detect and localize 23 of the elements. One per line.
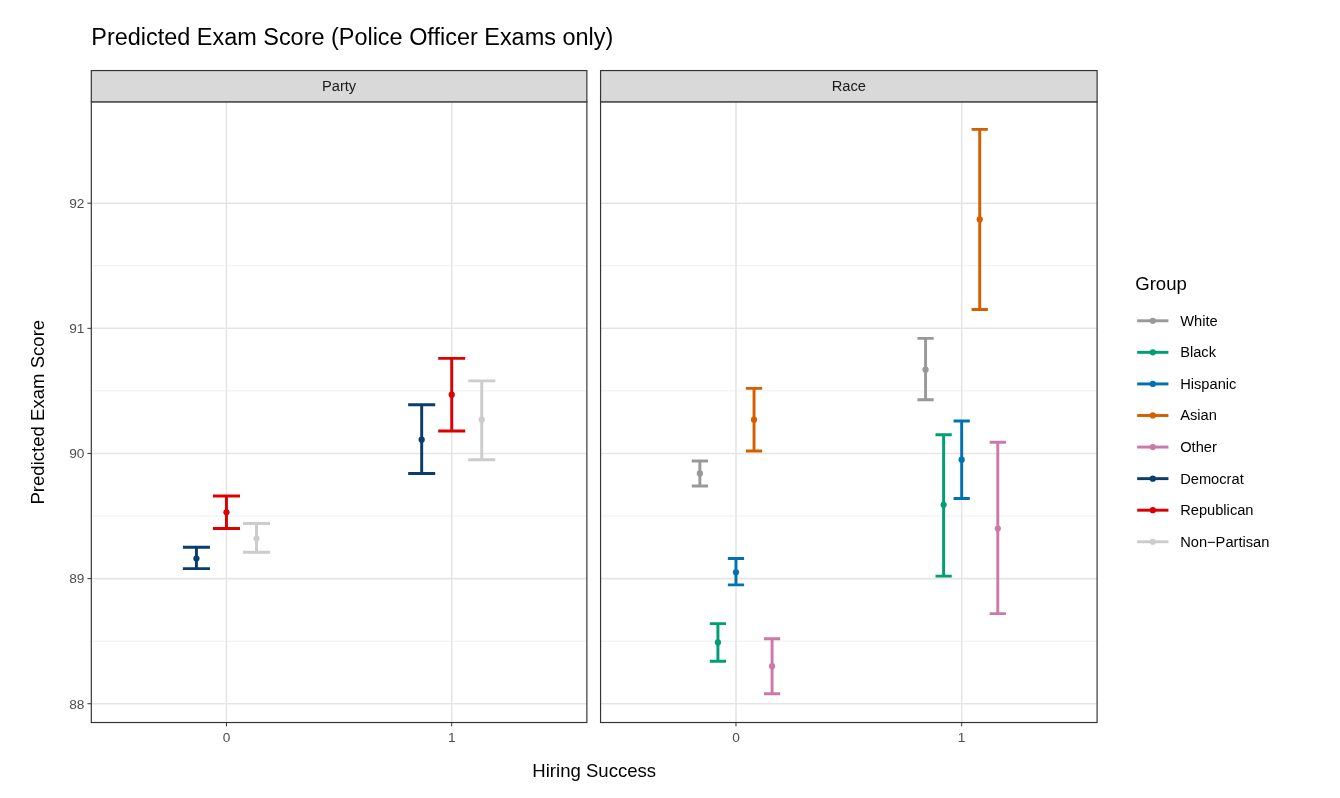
legend-label: Democrat — [1180, 470, 1244, 487]
legend-label: Other — [1180, 438, 1217, 455]
y-tick-label: 89 — [69, 571, 85, 587]
x-tick-label: 1 — [957, 730, 966, 746]
y-tick-label: 91 — [69, 321, 85, 337]
legend-label: White — [1180, 312, 1218, 329]
chart-title: Predicted Exam Score (Police Officer Exams only) — [91, 24, 614, 51]
y-axis-title: Predicted Exam Score — [27, 319, 49, 505]
legend-label: Asian — [1180, 407, 1217, 424]
y-tick-label: 90 — [69, 446, 85, 462]
legend-title: Group — [1135, 272, 1187, 294]
legend-label: Hispanic — [1180, 375, 1237, 392]
x-tick-label: 1 — [447, 730, 456, 746]
x-axis-title: Hiring Success — [532, 760, 657, 782]
x-tick-label: 0 — [732, 730, 741, 746]
y-tick-label: 88 — [69, 696, 85, 712]
chart-subtitle: Race — [831, 78, 866, 95]
x-tick-label: 0 — [222, 730, 231, 746]
legend-label: Non−Partisan — [1180, 533, 1270, 550]
legend-label: Republican — [1180, 502, 1254, 519]
legend-label: Black — [1180, 344, 1217, 361]
chart-subtitle: Party — [321, 78, 357, 95]
y-tick-label: 92 — [69, 196, 85, 212]
